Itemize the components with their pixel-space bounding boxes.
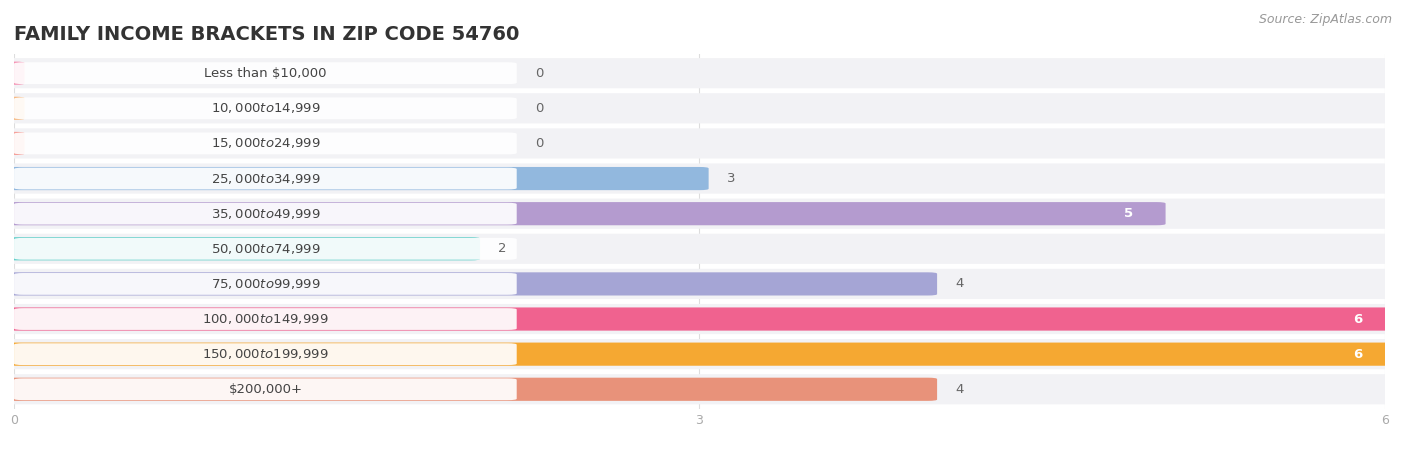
- FancyBboxPatch shape: [4, 339, 1395, 369]
- FancyBboxPatch shape: [14, 132, 517, 154]
- FancyBboxPatch shape: [14, 379, 517, 400]
- Text: 3: 3: [727, 172, 735, 185]
- Text: 6: 6: [1353, 313, 1362, 326]
- FancyBboxPatch shape: [4, 304, 1395, 334]
- Text: $75,000 to $99,999: $75,000 to $99,999: [211, 277, 321, 291]
- Text: $200,000+: $200,000+: [228, 383, 302, 396]
- FancyBboxPatch shape: [14, 273, 517, 295]
- FancyBboxPatch shape: [4, 128, 1395, 158]
- FancyBboxPatch shape: [4, 269, 1395, 299]
- FancyBboxPatch shape: [4, 93, 1395, 123]
- Text: 0: 0: [536, 102, 543, 115]
- Text: $10,000 to $14,999: $10,000 to $14,999: [211, 101, 321, 115]
- Text: 5: 5: [1125, 207, 1133, 220]
- FancyBboxPatch shape: [4, 62, 24, 85]
- Text: $25,000 to $34,999: $25,000 to $34,999: [211, 172, 321, 185]
- FancyBboxPatch shape: [14, 203, 517, 224]
- Text: Less than $10,000: Less than $10,000: [204, 67, 326, 79]
- FancyBboxPatch shape: [4, 308, 1395, 330]
- FancyBboxPatch shape: [4, 233, 1395, 264]
- FancyBboxPatch shape: [4, 237, 481, 260]
- FancyBboxPatch shape: [4, 132, 24, 155]
- Text: $50,000 to $74,999: $50,000 to $74,999: [211, 242, 321, 256]
- Text: $150,000 to $199,999: $150,000 to $199,999: [202, 347, 329, 361]
- Text: $100,000 to $149,999: $100,000 to $149,999: [202, 312, 329, 326]
- Text: FAMILY INCOME BRACKETS IN ZIP CODE 54760: FAMILY INCOME BRACKETS IN ZIP CODE 54760: [14, 25, 519, 44]
- FancyBboxPatch shape: [4, 378, 938, 401]
- Text: 2: 2: [499, 242, 508, 255]
- Text: 6: 6: [1353, 348, 1362, 361]
- Text: $35,000 to $49,999: $35,000 to $49,999: [211, 207, 321, 220]
- FancyBboxPatch shape: [14, 97, 517, 119]
- Text: 4: 4: [956, 277, 963, 291]
- FancyBboxPatch shape: [4, 198, 1395, 229]
- FancyBboxPatch shape: [4, 202, 1166, 225]
- FancyBboxPatch shape: [4, 167, 709, 190]
- FancyBboxPatch shape: [4, 163, 1395, 194]
- FancyBboxPatch shape: [4, 97, 24, 120]
- Text: $15,000 to $24,999: $15,000 to $24,999: [211, 136, 321, 150]
- FancyBboxPatch shape: [4, 374, 1395, 405]
- FancyBboxPatch shape: [14, 167, 517, 189]
- FancyBboxPatch shape: [14, 308, 517, 330]
- Text: Source: ZipAtlas.com: Source: ZipAtlas.com: [1258, 13, 1392, 26]
- Text: 4: 4: [956, 383, 963, 396]
- FancyBboxPatch shape: [4, 273, 938, 295]
- FancyBboxPatch shape: [14, 62, 517, 84]
- Text: 0: 0: [536, 137, 543, 150]
- FancyBboxPatch shape: [4, 58, 1395, 88]
- FancyBboxPatch shape: [14, 238, 517, 260]
- FancyBboxPatch shape: [14, 343, 517, 365]
- Text: 0: 0: [536, 67, 543, 79]
- FancyBboxPatch shape: [4, 343, 1395, 366]
